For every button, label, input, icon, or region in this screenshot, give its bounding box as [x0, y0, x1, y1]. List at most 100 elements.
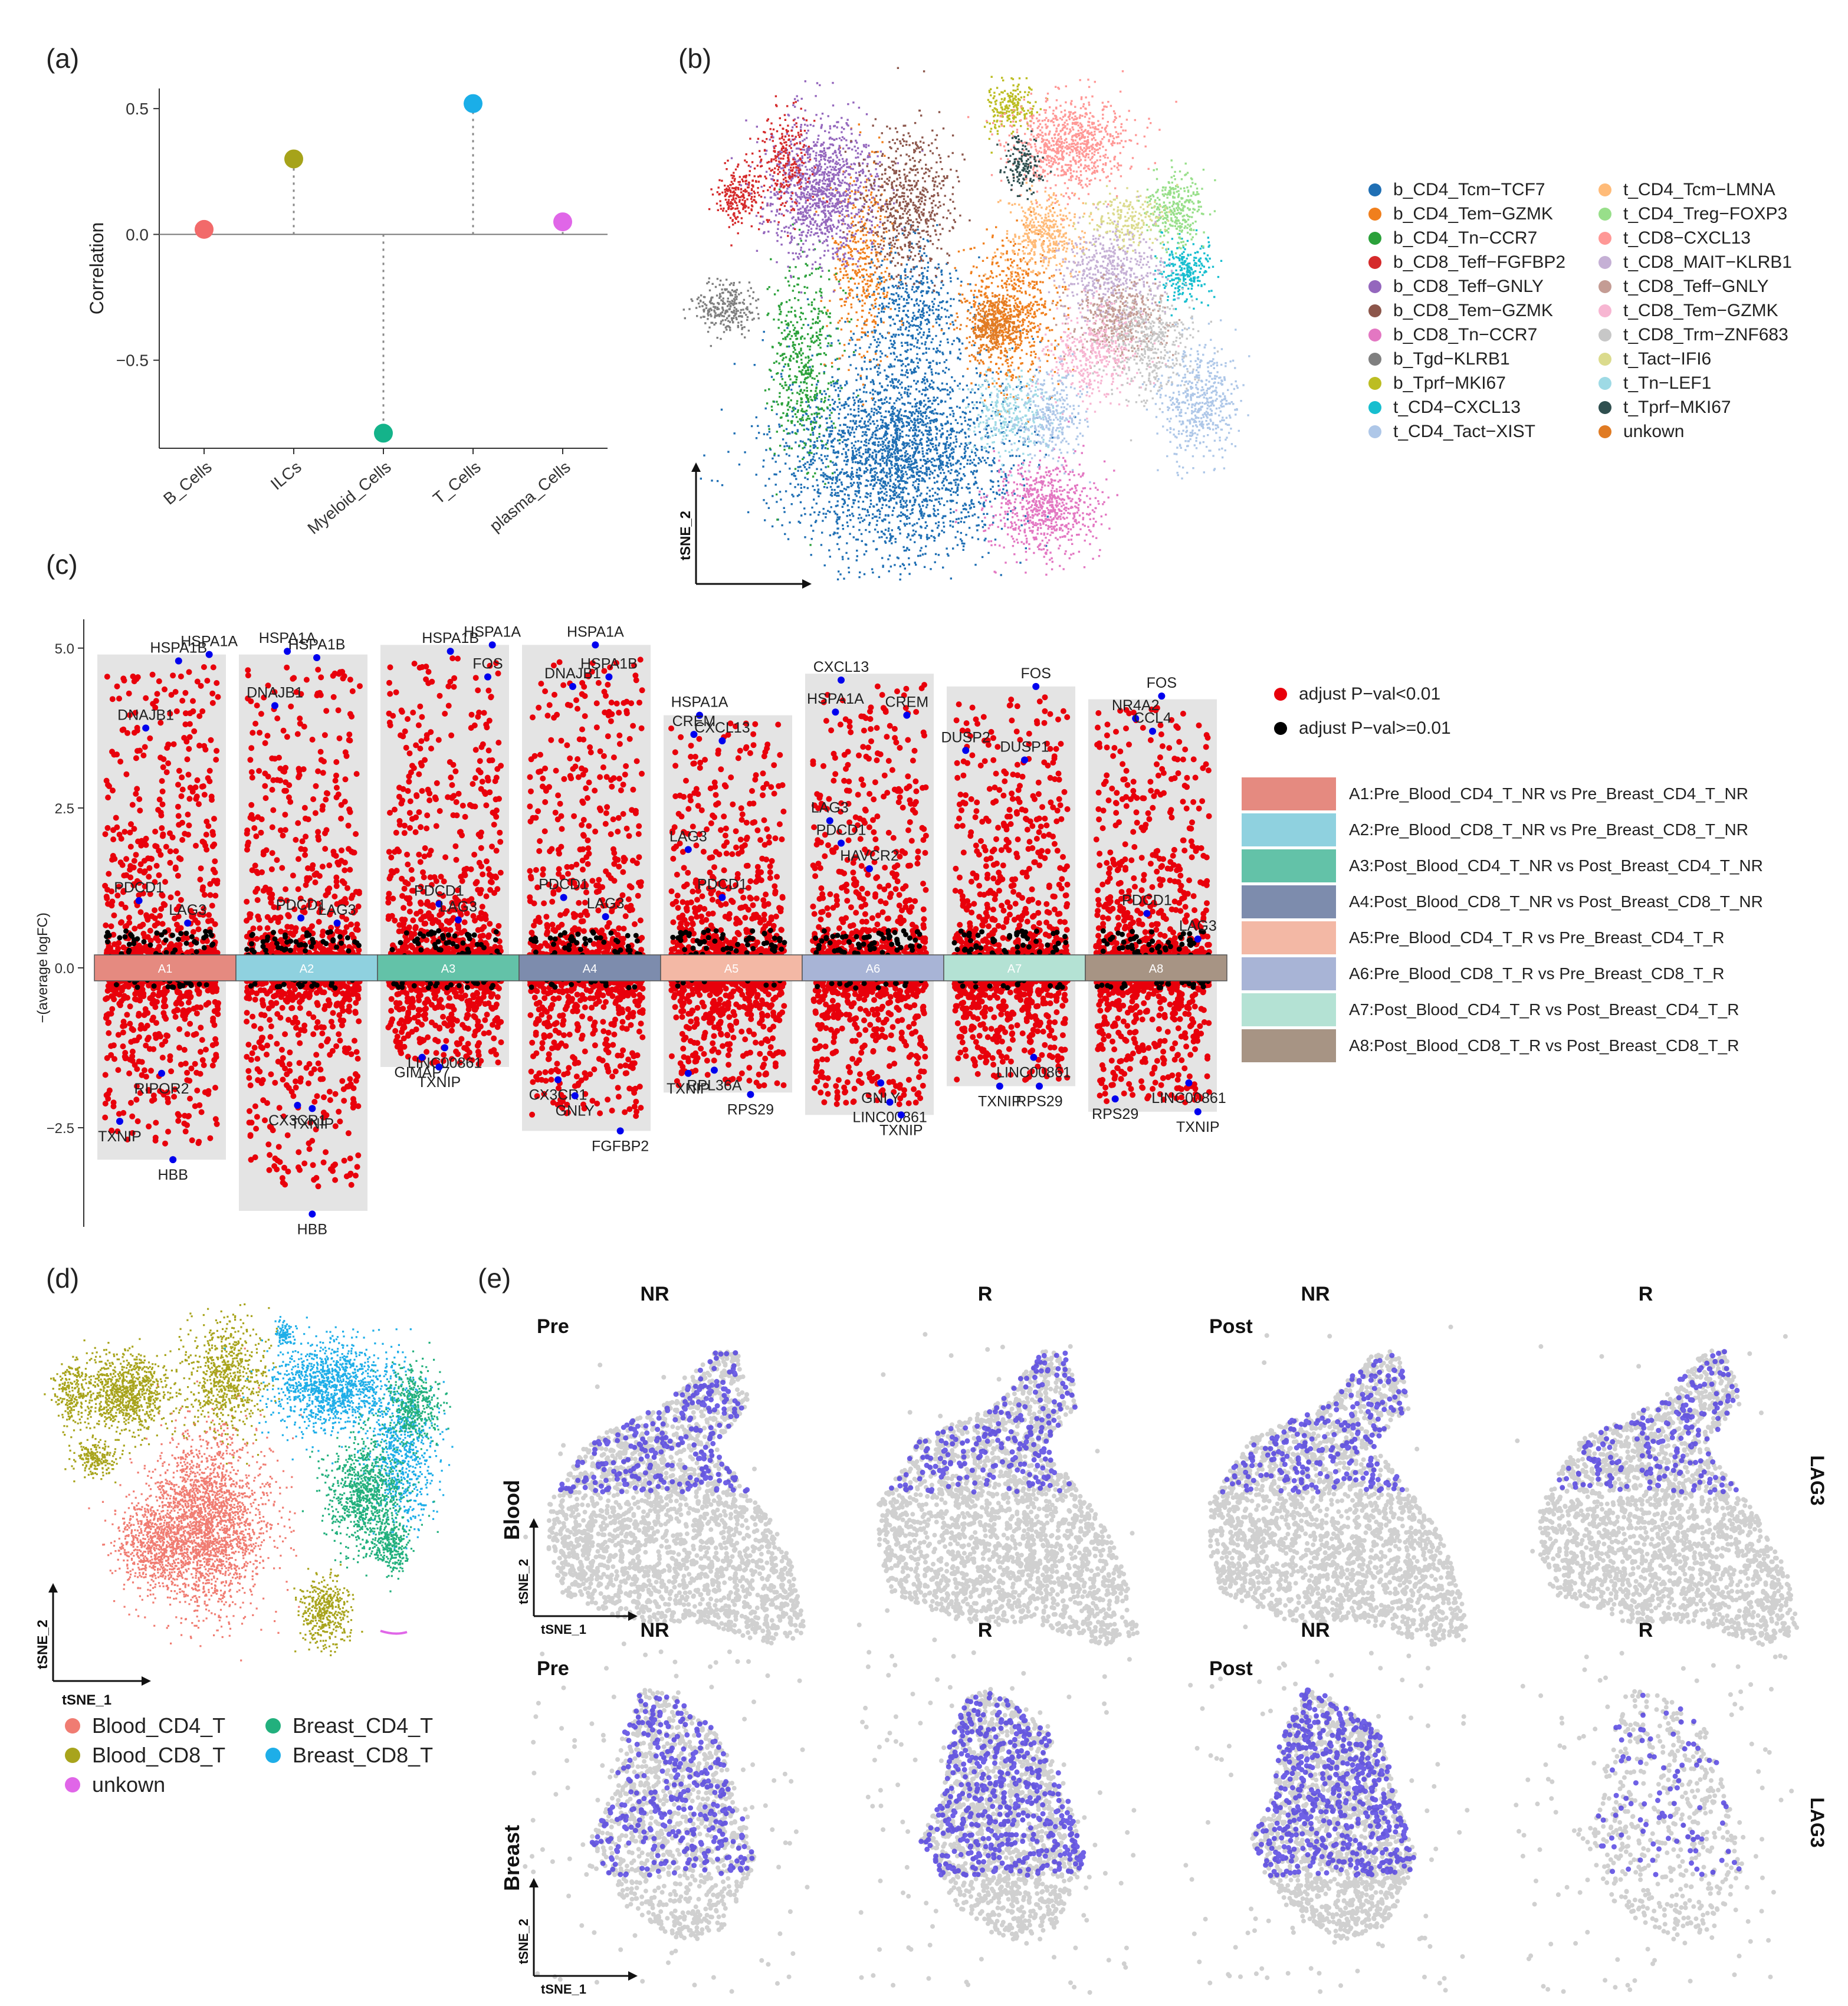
e-expressing-cells: [1557, 1349, 1740, 1495]
c-highlight-point: [877, 1079, 885, 1087]
d-legend-label: Breast_CD8_T: [293, 1743, 434, 1767]
b-legend-swatch: [1598, 183, 1611, 196]
c-highlight-point: [1185, 1079, 1193, 1087]
c-gene-label: HSPA1A: [567, 623, 624, 640]
b-legend-label: unkown: [1623, 422, 1685, 441]
e-stage-label: Pre: [537, 1315, 569, 1338]
b-x-arrowhead: [802, 579, 812, 589]
b-legend-item: b_CD4_Tcm−TCF7: [1368, 180, 1545, 200]
c-gene-label: HBB: [297, 1221, 327, 1237]
d-cluster-points: [293, 1564, 363, 1656]
b-cluster-points: [967, 70, 1177, 222]
c-gene-label: CX3CR1: [268, 1112, 327, 1129]
c-gene-label: HSPA1B: [150, 639, 207, 656]
c-highlight-point: [1194, 935, 1202, 943]
panel-e-lag3-feature-plots: NR R NR R NR R NR R Pre Post Pre Post Blood Breast LAG…: [500, 1283, 1828, 1997]
b-legend-label: t_Tn−LEF1: [1623, 373, 1712, 393]
c-gene-label: HSPA1A: [259, 630, 316, 646]
b-legend-swatch: [1368, 280, 1381, 293]
b-legend-label: b_CD4_Tn−CCR7: [1393, 228, 1538, 248]
c-highlight-point: [710, 1066, 718, 1074]
d-cluster-Breast_CD4_T: [367, 1341, 451, 1458]
e-background-cells: [1515, 1334, 1800, 1647]
c-gene-label: CREM: [672, 713, 716, 730]
b-legend-label: t_CD8_Teff−GNLY: [1623, 277, 1769, 296]
c-gene-label: PDCD1: [414, 882, 464, 899]
c-gene-label: LAG3: [319, 902, 356, 918]
e-stage-label: Pre: [537, 1657, 569, 1680]
b-legend-swatch: [1368, 232, 1381, 245]
c-highlight-point: [592, 641, 599, 649]
d-cluster-Breast_CD4_T: [301, 1410, 439, 1593]
d-legend-swatch: [65, 1748, 80, 1763]
e-feature-plot: [1515, 1334, 1800, 1647]
c-highlight-point: [897, 1111, 905, 1119]
c-gene-label: NR4A2: [1112, 697, 1160, 714]
e-x-axis-title: tSNE_1: [541, 1622, 586, 1637]
b-legend-item: t_CD4_Treg−FOXP3: [1598, 204, 1787, 224]
e-x-arrowhead: [628, 1971, 638, 1981]
b-legend-swatch: [1598, 304, 1611, 317]
c-group-legend-swatch: [1242, 993, 1336, 1026]
e-response-label: NR: [640, 1619, 669, 1641]
c-highlight-point: [718, 894, 726, 901]
c-gene-label: HSPA1A: [180, 633, 238, 650]
c-group-legend-label: A2:Pre_Blood_CD8_T_NR vs Pre_Breast_CD8_…: [1349, 820, 1748, 839]
c-gene-label: GNLY: [556, 1103, 595, 1119]
c-highlight-point: [205, 651, 213, 658]
b-legend-swatch: [1368, 425, 1381, 438]
d-cluster-points: [301, 1410, 439, 1593]
c-highlight-point: [962, 747, 970, 754]
b-legend-label: b_CD8_Tem−GZMK: [1393, 301, 1553, 320]
panel-label-a: (a): [46, 43, 80, 74]
e-feature-plot: [1183, 1650, 1470, 1994]
b-legend-swatch: [1368, 183, 1381, 196]
b-legend-item: b_CD8_Teff−FGFBP2: [1368, 252, 1565, 272]
c-significance-swatch: [1274, 688, 1287, 701]
c-highlight-point: [690, 731, 698, 738]
c-highlight-point: [1032, 682, 1040, 690]
c-sig-points: [810, 682, 929, 1108]
c-group-legend-item: A6:Pre_Blood_CD8_T_R vs Pre_Breast_CD8_T…: [1242, 957, 1725, 990]
c-gene-label: HSPA1B: [288, 636, 346, 653]
c-group-strip: [802, 954, 944, 981]
c-highlight-point: [418, 1053, 426, 1061]
panel-c-group-legend: A1:Pre_Blood_CD4_T_NR vs Pre_Breast_CD4_…: [1242, 777, 1831, 1072]
panel-d-tsne-scatter: tSNE_1 tSNE_2: [35, 1303, 454, 1708]
c-highlight-point: [1030, 1053, 1038, 1061]
c-group-strip-label: A8: [1149, 963, 1163, 976]
d-cluster-points: [224, 1316, 427, 1465]
e-response-label: NR: [1301, 1619, 1330, 1641]
b-cluster-points: [700, 287, 1076, 581]
c-group-strip-label: A3: [441, 963, 455, 976]
a-point-plasma_Cells: [553, 212, 572, 232]
b-legend-item: b_CD4_Tn−CCR7: [1368, 228, 1537, 248]
a-y-axis-title: Correlation: [86, 222, 107, 315]
c-group-legend-item: A2:Pre_Blood_CD8_T_NR vs Pre_Breast_CD8_…: [1242, 813, 1748, 846]
b-cluster-points: [932, 207, 1075, 423]
c-gene-label: HSPA1B: [580, 656, 638, 672]
b-cluster-points: [955, 421, 1118, 576]
b-cluster-b_CD4_Tn−CCR7: [764, 188, 859, 546]
b-cluster-t_CD8−CXCL13: [967, 70, 1177, 222]
b-cluster-t_CD4−CXCL13: [1154, 229, 1223, 317]
c-group-A6: A6 CXCL13 HSPA1A CREM LAG3 PDCD1 HAVCR2 GNLY LIN…: [802, 659, 944, 1138]
b-cluster-t_Tact−IFI6: [1073, 183, 1179, 255]
c-highlight-point: [602, 913, 609, 921]
c-gene-label: LAG3: [811, 800, 849, 816]
b-cluster-points: [1092, 271, 1219, 442]
panel-a-lollipop-chart: 0.5 0.0 −0.5 Correlation B_Cells ILCsMyeloid_…: [86, 88, 608, 538]
c-gene-label: HSPA1A: [464, 623, 521, 640]
b-cluster-points: [815, 123, 904, 406]
b-y-arrowhead: [691, 462, 701, 472]
c-group-legend-swatch: [1242, 921, 1336, 954]
a-y-tick-label: 0.0: [126, 225, 149, 244]
b-cluster-points: [983, 344, 1091, 484]
b-legend-item: t_CD8−CXCL13: [1598, 228, 1751, 248]
e-feature-plot: [1514, 1650, 1794, 1994]
b-legend-swatch: [1598, 353, 1611, 366]
c-highlight-point: [569, 682, 576, 690]
d-legend-label: Blood_CD4_T: [92, 1713, 226, 1738]
b-legend-swatch: [1598, 232, 1611, 245]
